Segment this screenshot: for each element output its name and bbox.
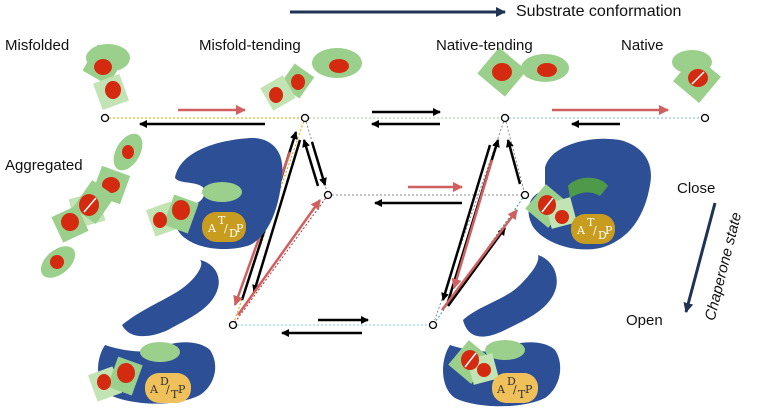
nucleotide-label-open-left: A D / T P <box>149 375 186 401</box>
svg-text:T: T <box>587 216 595 229</box>
svg-text:T: T <box>518 388 526 401</box>
svg-text:/: / <box>166 383 170 396</box>
svg-text:D: D <box>598 229 607 242</box>
misfold-tending-substrate <box>260 48 362 111</box>
native-substrate <box>672 50 721 103</box>
native-tending-substrate <box>477 47 569 97</box>
svg-text:D: D <box>229 227 238 240</box>
state-label-misfolded: Misfolded <box>5 37 70 54</box>
svg-text:P: P <box>525 383 533 396</box>
svg-text:T: T <box>218 214 226 227</box>
state-label-native: Native <box>621 37 664 54</box>
state-nodes <box>100 113 710 330</box>
state-label-aggregated: Aggregated <box>5 157 83 174</box>
state-label-misfold-tending: Misfold-tending <box>199 37 301 54</box>
open-chaperone-left <box>87 260 219 404</box>
misfolded-substrate <box>82 44 130 110</box>
nucleotide-label-closed-left: A T / D P <box>207 214 244 240</box>
closed-chaperone-left <box>145 137 283 250</box>
closed-chaperone-right <box>525 138 651 250</box>
chaperone-state-close: Close <box>677 180 716 197</box>
substrate-axis-label: Substrate conformation <box>516 3 682 20</box>
svg-text:P: P <box>236 222 244 235</box>
svg-text:A: A <box>496 383 506 396</box>
aggregated-substrate <box>40 133 143 278</box>
svg-text:D: D <box>507 375 516 388</box>
svg-text:/: / <box>224 222 228 235</box>
svg-text:/: / <box>593 224 597 237</box>
open-chaperone-right <box>443 255 561 407</box>
svg-text:P: P <box>178 383 186 396</box>
svg-text:D: D <box>160 375 169 388</box>
svg-text:A: A <box>576 224 586 237</box>
chaperone-state-open: Open <box>626 312 663 329</box>
svg-text:A: A <box>149 383 159 396</box>
svg-text:T: T <box>171 388 179 401</box>
svg-text:/: / <box>513 383 517 396</box>
chaperone-axis-arrow <box>683 202 717 313</box>
nucleotide-label-open-right: A D / T P <box>496 375 533 401</box>
state-label-native-tending: Native-tending <box>436 37 533 54</box>
svg-text:A: A <box>207 222 217 235</box>
svg-text:P: P <box>605 224 613 237</box>
nucleotide-label-closed-right: A T / D P <box>576 216 613 242</box>
